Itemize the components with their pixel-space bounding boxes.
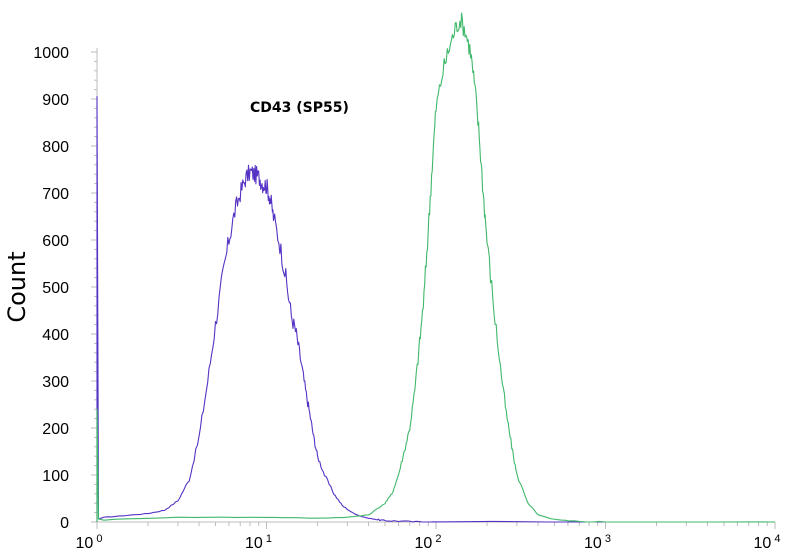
axes: 0 100 200 300 400 500 600 700 800 900 1000 10 0 10 1 10… [33, 45, 780, 552]
y-tick-label: 700 [42, 186, 69, 203]
y-tick-label: 1000 [33, 45, 69, 62]
chart-annotation: CD43 (SP55) [250, 100, 349, 116]
series-layer [96, 12, 776, 523]
x-tick-label: 10 3 [584, 533, 611, 552]
series-line-2 [96, 12, 776, 523]
y-tick-label: 900 [42, 92, 69, 109]
x-tick-label: 10 2 [415, 533, 442, 552]
y-axis-label: Count [3, 251, 31, 322]
y-tick-label: 300 [42, 374, 69, 391]
x-tick-label: 10 4 [754, 533, 781, 552]
y-tick-label: 400 [42, 327, 69, 344]
x-tick-label: 10 0 [76, 533, 103, 552]
y-tick-label: 500 [42, 280, 69, 297]
y-tick-label: 100 [42, 468, 69, 485]
y-tick-label: 800 [42, 139, 69, 156]
x-tick-label: 10 1 [245, 533, 272, 552]
y-tick-label: 600 [42, 233, 69, 250]
y-tick-label: 200 [42, 421, 69, 438]
series-line-1 [96, 96, 775, 523]
y-tick-label: 0 [60, 515, 69, 532]
